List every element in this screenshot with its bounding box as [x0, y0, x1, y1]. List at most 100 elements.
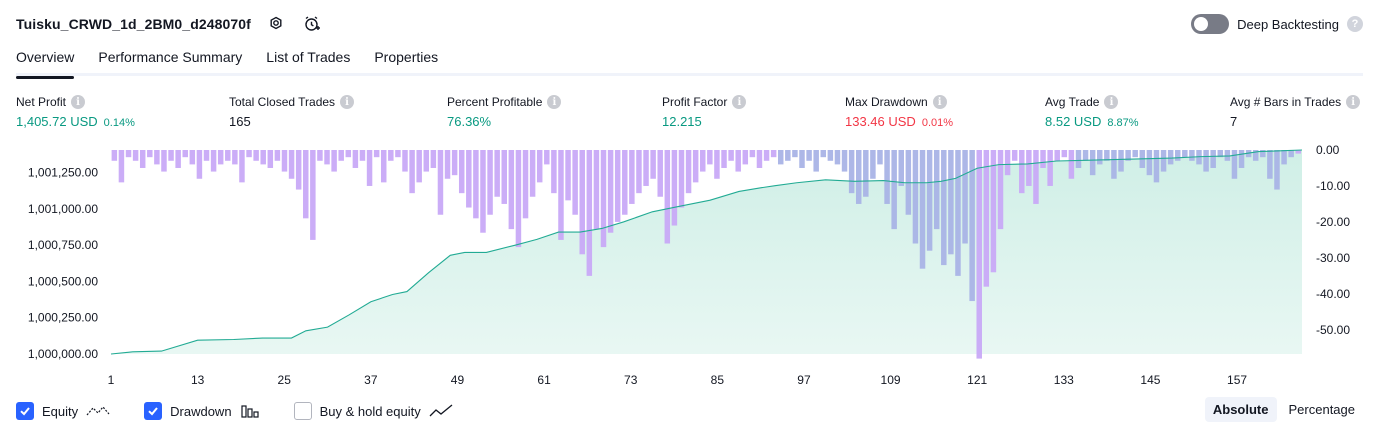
drawdown-bar	[281, 150, 288, 172]
scale-mode-switch: Absolute Percentage	[1204, 397, 1363, 422]
drawdown-bar	[643, 150, 649, 186]
legend-drawdown[interactable]: Drawdown	[144, 402, 259, 420]
add-alert-icon[interactable]	[301, 13, 323, 35]
equity-checkbox[interactable]	[16, 402, 34, 420]
x-axis-label: 157	[1227, 373, 1247, 387]
x-axis-label: 73	[624, 373, 638, 387]
info-icon[interactable]: i	[1346, 95, 1361, 109]
metric-value: 165	[229, 114, 251, 129]
x-axis-label: 61	[537, 373, 551, 387]
drawdown-bar	[933, 150, 940, 230]
right-axis-label: -10.00	[1316, 179, 1350, 193]
drawdown-bar	[1203, 150, 1209, 172]
drawdown-bar	[1295, 150, 1301, 154]
drawdown-bar	[359, 150, 366, 161]
drawdown-bar	[544, 150, 550, 165]
drawdown-checkbox[interactable]	[144, 402, 163, 420]
metric-sub: 0.01%	[921, 117, 954, 129]
info-icon[interactable]: i	[547, 95, 562, 109]
drawdown-bar	[132, 150, 139, 161]
drawdown-bar	[1089, 150, 1096, 176]
drawdown-bar	[636, 150, 642, 194]
drawdown-bar	[1281, 150, 1287, 165]
drawdown-bar	[806, 150, 812, 161]
metric-label: Total Closed Trades	[229, 95, 336, 109]
x-axis-label: 49	[451, 373, 465, 387]
absolute-button[interactable]: Absolute	[1204, 397, 1277, 422]
drawdown-bar	[310, 150, 316, 240]
metric-total-closed-trades: Total Closed Trades i 165	[229, 94, 355, 129]
metric-avg-trade: Avg Trade i 8.52 USD 8.87%	[1045, 94, 1139, 129]
right-axis-label: -50.00	[1316, 323, 1350, 337]
drawdown-bar	[1182, 150, 1188, 158]
drawdown-bar	[1167, 150, 1174, 165]
drawdown-bar	[480, 150, 486, 233]
legend-equity[interactable]: Equity	[16, 402, 110, 420]
drawdown-bar	[657, 150, 663, 197]
drawdown-bar	[324, 150, 330, 165]
legend-buy-hold[interactable]: Buy & hold equity	[293, 402, 453, 420]
drawdown-bar	[295, 150, 302, 190]
metric-label: Percent Profitable	[447, 95, 543, 109]
drawdown-bar	[1125, 150, 1131, 161]
drawdown-bar	[841, 150, 848, 172]
metric-label: Net Profit	[16, 95, 67, 109]
drawdown-bar	[756, 150, 763, 168]
drawdown-bar	[898, 150, 904, 186]
deep-backtesting-toggle[interactable]	[1191, 14, 1230, 34]
info-icon[interactable]: i	[732, 95, 747, 109]
drawdown-bar	[955, 150, 961, 276]
strategy-title: Tuisku_CRWD_1d_2BM0_d248070f	[16, 16, 251, 32]
drawdown-bar	[1231, 150, 1238, 179]
drawdown-bar	[388, 150, 394, 161]
drawdown-bar	[1274, 150, 1280, 190]
drawdown-bar	[735, 150, 741, 172]
drawdown-bar	[1104, 150, 1110, 161]
help-icon[interactable]: ?	[1347, 16, 1363, 32]
info-icon[interactable]: i	[340, 95, 355, 109]
drawdown-bar	[600, 150, 607, 248]
drawdown-bar	[1047, 150, 1053, 186]
tab-properties[interactable]: Properties	[374, 49, 439, 65]
drawdown-bar	[664, 150, 671, 244]
drawdown-bar	[813, 150, 819, 172]
info-icon[interactable]: i	[932, 95, 947, 109]
deep-backtesting: Deep Backtesting ?	[1191, 12, 1363, 36]
drawdown-bar	[799, 150, 805, 168]
buy-hold-checkbox[interactable]	[293, 402, 312, 420]
drawdown-bar	[721, 150, 727, 168]
drawdown-bar	[168, 150, 174, 161]
drawdown-bar	[522, 150, 529, 219]
drawdown-bar	[1111, 150, 1117, 179]
drawdown-bar	[1238, 150, 1245, 168]
settings-icon[interactable]	[265, 13, 287, 35]
drawdown-bar	[147, 150, 153, 158]
drawdown-bar	[288, 150, 295, 179]
tab-performance-summary[interactable]: Performance Summary	[98, 49, 243, 65]
left-axis-label: 1,000,250.00	[28, 311, 98, 325]
info-icon[interactable]: i	[71, 95, 86, 109]
buy-hold-line-icon	[429, 404, 453, 417]
drawdown-bar	[501, 150, 507, 204]
info-icon[interactable]: i	[1104, 95, 1119, 109]
percentage-button[interactable]: Percentage	[1288, 402, 1356, 417]
drawdown-bar	[607, 150, 614, 233]
drawdown-bar	[373, 150, 380, 158]
metric-profit-factor: Profit Factor i 12.215	[662, 94, 747, 129]
tab-list-of-trades[interactable]: List of Trades	[266, 49, 351, 65]
x-axis-label: 97	[797, 373, 811, 387]
metric-max-drawdown: Max Drawdown i 133.46 USD 0.01%	[845, 94, 953, 129]
drawdown-bar	[884, 150, 890, 204]
drawdown-bar	[700, 150, 706, 172]
drawdown-bar	[919, 150, 926, 269]
drawdown-bar	[969, 150, 975, 302]
tab-overview[interactable]: Overview	[16, 46, 75, 79]
equity-drawdown-chart[interactable]: 1,001,250.00 1,001,000.00 1,000,750.00 1,00…	[0, 140, 1379, 392]
x-axis-label: 85	[711, 373, 725, 387]
drawdown-bar	[508, 150, 515, 230]
tab-bar: Overview Performance Summary List of Tra…	[16, 46, 1363, 79]
drawdown-bar	[260, 150, 266, 165]
drawdown-bar	[303, 150, 309, 219]
drawdown-bar	[458, 150, 465, 194]
drawdown-bar	[671, 150, 678, 226]
